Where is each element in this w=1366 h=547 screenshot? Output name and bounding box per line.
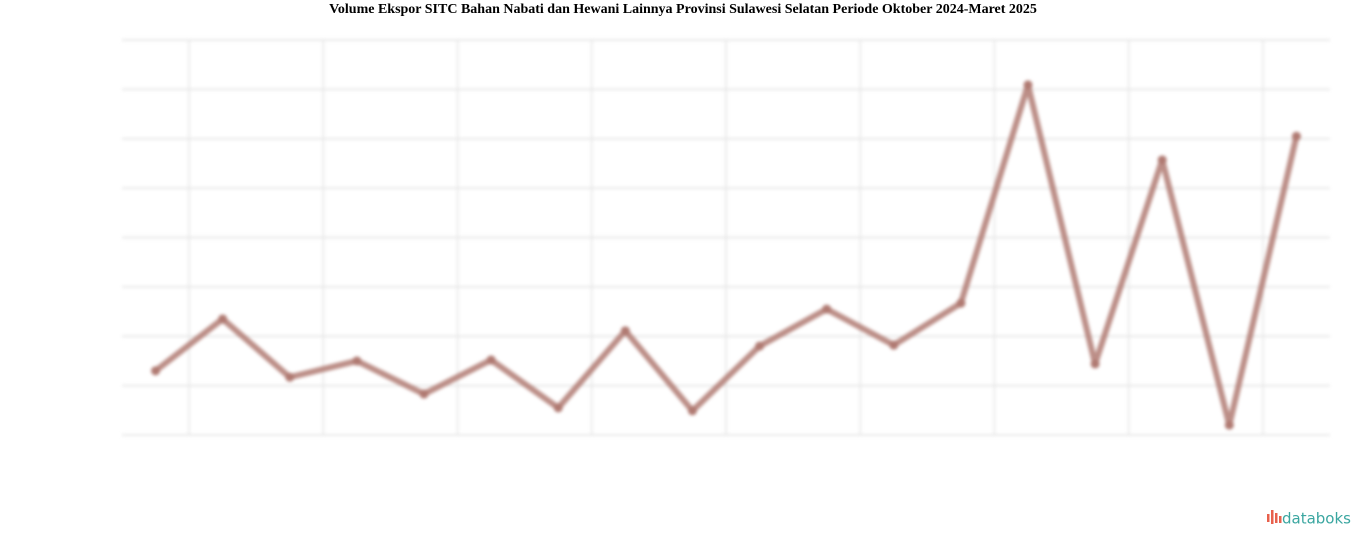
data-point bbox=[419, 389, 429, 399]
data-point bbox=[1291, 131, 1301, 141]
data-point bbox=[822, 304, 832, 314]
data-point bbox=[1157, 155, 1167, 165]
data-point bbox=[889, 340, 899, 350]
data-point bbox=[1224, 420, 1234, 430]
data-point bbox=[687, 406, 697, 416]
data-point bbox=[285, 372, 295, 382]
data-point bbox=[553, 403, 563, 413]
data-point bbox=[1023, 80, 1033, 90]
data-point bbox=[1090, 359, 1100, 369]
logo-icon bbox=[1267, 510, 1282, 524]
data-point bbox=[486, 355, 496, 365]
data-point bbox=[218, 314, 228, 324]
data-point bbox=[151, 366, 161, 376]
plot-area bbox=[122, 39, 1330, 436]
data-point bbox=[956, 298, 966, 308]
data-point bbox=[620, 326, 630, 336]
data-point bbox=[755, 341, 765, 351]
brand-logo: databoks bbox=[1282, 510, 1351, 528]
chart-title: Volume Ekspor SITC Bahan Nabati dan Hewa… bbox=[329, 2, 1037, 17]
data-line bbox=[153, 81, 1300, 429]
data-point bbox=[352, 356, 362, 366]
